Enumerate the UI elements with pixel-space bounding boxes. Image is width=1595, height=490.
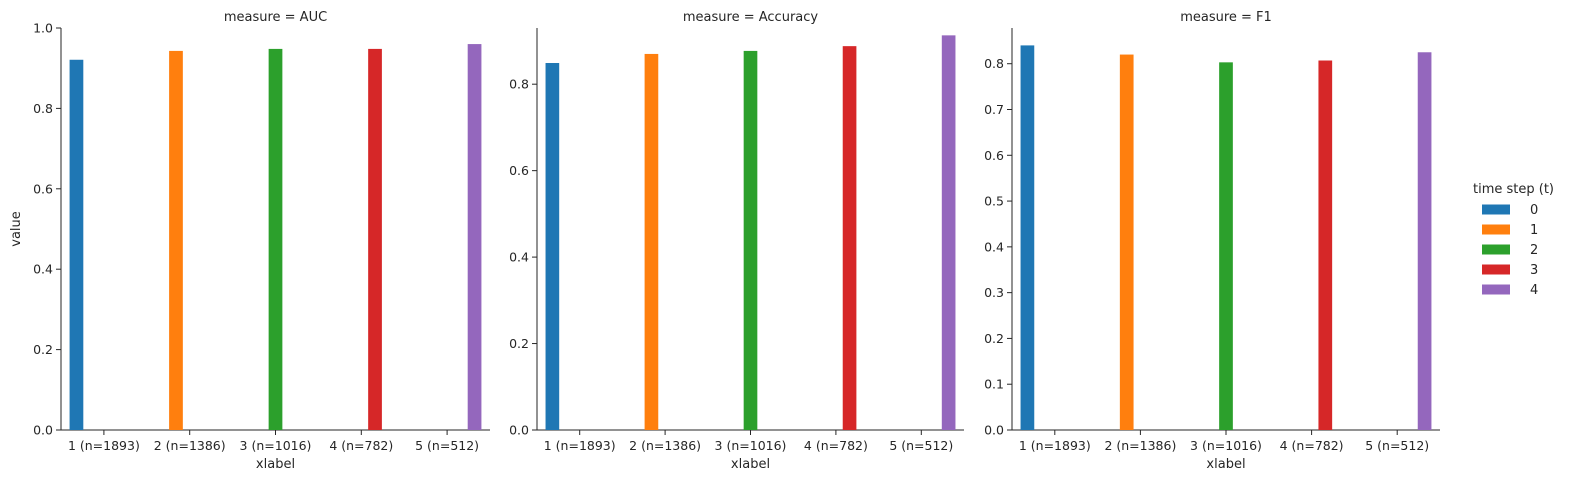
y-tick-label-2-2: 0.2 xyxy=(984,331,1004,346)
x-tick-label-1-2: 3 (n=1016) xyxy=(715,438,787,453)
panel-title-0: measure = AUC xyxy=(224,10,327,25)
x-tick-label-2-3: 4 (n=782) xyxy=(1280,438,1344,453)
x-tick-label-0-1: 2 (n=1386) xyxy=(154,438,226,453)
y-tick-label-2-0: 0.0 xyxy=(984,423,1004,438)
legend-title: time step (t) xyxy=(1473,182,1554,197)
x-axis-title-2: xlabel xyxy=(1206,457,1245,472)
y-tick-label-0-0: 0.0 xyxy=(33,423,53,438)
x-tick-label-2-4: 5 (n=512) xyxy=(1365,438,1429,453)
y-tick-label-1-0: 0.0 xyxy=(509,423,529,438)
x-tick-label-2-1: 2 (n=1386) xyxy=(1104,438,1176,453)
y-tick-label-2-8: 0.8 xyxy=(984,56,1004,71)
y-tick-label-2-3: 0.3 xyxy=(984,285,1004,300)
legend-swatch-1 xyxy=(1482,224,1510,235)
x-tick-label-2-0: 1 (n=1893) xyxy=(1019,438,1091,453)
bar-1-series-0-0 xyxy=(545,63,560,430)
bar-1-series-3-3 xyxy=(842,46,857,431)
legend-label-0: 0 xyxy=(1530,203,1538,218)
y-tick-label-1-2: 0.4 xyxy=(509,250,529,265)
legend-swatch-2 xyxy=(1482,244,1510,255)
bar-1-series-2-2 xyxy=(743,50,758,430)
y-tick-label-1-3: 0.6 xyxy=(509,163,529,178)
y-tick-label-0-5: 1.0 xyxy=(33,21,53,36)
y-tick-label-0-3: 0.6 xyxy=(33,181,53,196)
legend-swatch-3 xyxy=(1482,264,1510,275)
legend-label-2: 2 xyxy=(1530,243,1538,258)
bar-1-series-4-4 xyxy=(941,35,956,430)
bar-0-series-1-1 xyxy=(169,50,183,430)
bar-0-series-0-0 xyxy=(69,59,84,430)
bar-2-series-3-3 xyxy=(1318,60,1333,430)
bar-0-series-2-2 xyxy=(268,48,283,431)
y-tick-label-2-5: 0.5 xyxy=(984,194,1004,209)
y-tick-label-2-1: 0.1 xyxy=(984,377,1004,392)
legend-label-3: 3 xyxy=(1530,263,1538,278)
x-tick-label-0-0: 1 (n=1893) xyxy=(68,438,140,453)
bar-2-series-0-0 xyxy=(1020,45,1035,431)
bar-0-series-3-3 xyxy=(368,48,382,431)
y-tick-label-1-1: 0.2 xyxy=(509,336,529,351)
y-tick-label-2-7: 0.7 xyxy=(984,102,1004,117)
x-tick-label-2-2: 3 (n=1016) xyxy=(1190,438,1262,453)
y-tick-label-0-2: 0.4 xyxy=(33,262,53,277)
panel-title-1: measure = Accuracy xyxy=(683,10,819,25)
x-tick-label-0-4: 5 (n=512) xyxy=(415,438,479,453)
x-tick-label-0-2: 3 (n=1016) xyxy=(240,438,312,453)
legend-label-4: 4 xyxy=(1530,283,1538,298)
x-axis-title-0: xlabel xyxy=(256,457,295,472)
panel-title-2: measure = F1 xyxy=(1180,10,1272,25)
y-tick-label-2-6: 0.6 xyxy=(984,148,1004,163)
legend-swatch-4 xyxy=(1482,284,1510,295)
bar-2-series-1-1 xyxy=(1119,54,1134,431)
y-tick-label-0-1: 0.2 xyxy=(33,342,53,357)
y-tick-label-2-4: 0.4 xyxy=(984,239,1004,254)
x-tick-label-1-3: 4 (n=782) xyxy=(804,438,868,453)
bar-1-series-1-1 xyxy=(644,53,659,430)
x-tick-label-1-1: 2 (n=1386) xyxy=(629,438,701,453)
bar-2-series-2-2 xyxy=(1219,62,1233,431)
x-tick-label-0-3: 4 (n=782) xyxy=(329,438,393,453)
bar-2-series-4-4 xyxy=(1417,52,1432,431)
x-tick-label-1-4: 5 (n=512) xyxy=(889,438,953,453)
y-tick-label-0-4: 0.8 xyxy=(33,101,53,116)
legend-swatch-0 xyxy=(1482,204,1510,215)
x-axis-title-1: xlabel xyxy=(731,457,770,472)
legend-label-1: 1 xyxy=(1530,223,1538,238)
x-tick-label-1-0: 1 (n=1893) xyxy=(544,438,616,453)
bar-0-series-4-4 xyxy=(467,44,482,430)
y-tick-label-1-4: 0.8 xyxy=(509,77,529,92)
y-axis-title: value xyxy=(9,211,24,247)
